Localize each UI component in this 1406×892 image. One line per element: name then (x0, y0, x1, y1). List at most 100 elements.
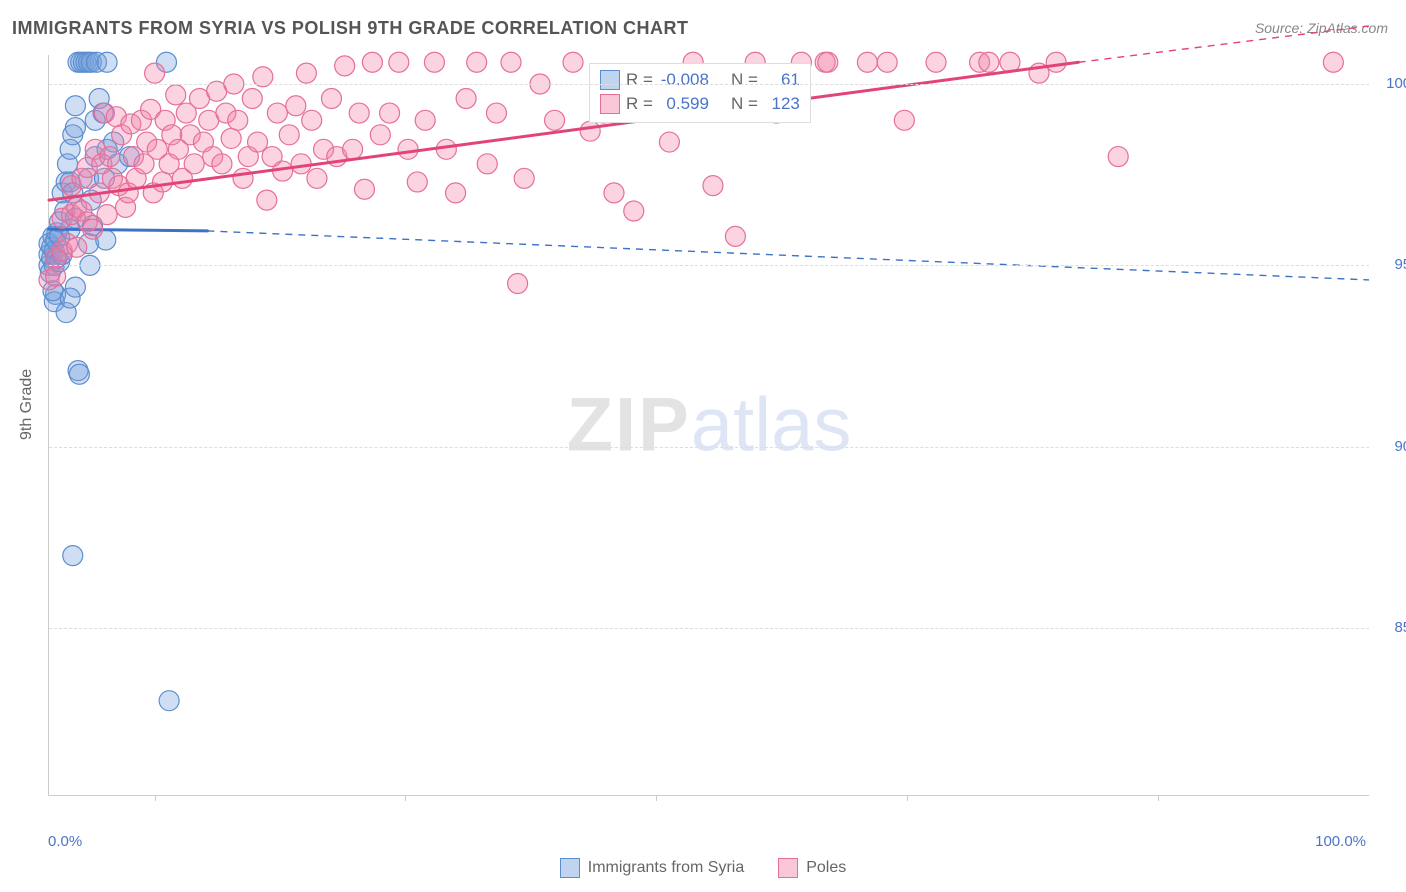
data-point-poles (370, 125, 390, 145)
data-point-poles (624, 201, 644, 221)
source-label: Source: ZipAtlas.com (1255, 20, 1388, 36)
legend-r-value: 0.599 (659, 94, 709, 114)
data-point-poles (307, 168, 327, 188)
data-point-poles (926, 52, 946, 72)
legend-row: R = 0.599 N = 123 (600, 92, 800, 116)
data-point-poles (1108, 147, 1128, 167)
data-point-poles (291, 154, 311, 174)
data-point-poles (335, 56, 355, 76)
data-point-syria (159, 691, 179, 711)
x-axis-max-label: 100.0% (1315, 833, 1366, 850)
data-point-poles (446, 183, 466, 203)
data-point-poles (894, 110, 914, 130)
data-point-poles (354, 179, 374, 199)
data-point-poles (46, 266, 66, 286)
data-point-syria (65, 118, 85, 138)
data-point-poles (242, 89, 262, 109)
data-point-poles (349, 103, 369, 123)
data-point-poles (486, 103, 506, 123)
data-point-poles (979, 52, 999, 72)
series-legend-label: Immigrants from Syria (588, 859, 744, 877)
data-point-poles (389, 52, 409, 72)
legend-n-label: N = (731, 94, 758, 114)
data-point-syria (69, 364, 89, 384)
data-point-syria (60, 288, 80, 308)
series-legend-label: Poles (806, 859, 846, 877)
data-point-poles (1046, 52, 1066, 72)
data-point-poles (153, 172, 173, 192)
data-point-poles (703, 176, 723, 196)
y-tick-label: 100.0% (1377, 75, 1406, 92)
x-tick-mark (405, 795, 406, 801)
data-point-poles (580, 121, 600, 141)
x-tick-mark (907, 795, 908, 801)
data-point-poles (184, 154, 204, 174)
data-point-poles (563, 52, 583, 72)
correlation-legend: R = -0.008 N = 61 R = 0.599 N = 123 (589, 63, 811, 123)
data-point-syria (65, 96, 85, 116)
data-point-poles (321, 89, 341, 109)
data-point-poles (279, 125, 299, 145)
x-tick-mark (1158, 795, 1159, 801)
gridline (49, 84, 1369, 85)
data-point-poles (545, 110, 565, 130)
y-tick-label: 90.0% (1377, 438, 1406, 455)
data-point-poles (67, 237, 87, 257)
legend-row: R = -0.008 N = 61 (600, 68, 800, 92)
y-tick-label: 85.0% (1377, 619, 1406, 636)
legend-r-label: R = (626, 94, 653, 114)
data-point-syria (97, 52, 117, 72)
x-tick-mark (656, 795, 657, 801)
legend-swatch (560, 858, 580, 878)
y-tick-label: 95.0% (1377, 256, 1406, 273)
legend-r-value: -0.008 (659, 70, 709, 90)
data-point-poles (424, 52, 444, 72)
data-point-poles (857, 52, 877, 72)
data-point-poles (233, 168, 253, 188)
legend-swatch (778, 858, 798, 878)
data-point-poles (100, 147, 120, 167)
data-point-poles (604, 183, 624, 203)
trend-line-dash-syria (207, 231, 1369, 280)
data-point-poles (725, 226, 745, 246)
data-point-poles (166, 85, 186, 105)
data-point-poles (508, 274, 528, 294)
y-axis-label: 9th Grade (18, 369, 36, 440)
data-point-poles (228, 110, 248, 130)
data-point-poles (286, 96, 306, 116)
data-point-poles (456, 89, 476, 109)
data-point-syria (63, 546, 83, 566)
data-point-poles (467, 52, 487, 72)
trend-line-syria (49, 229, 207, 231)
legend-r-label: R = (626, 70, 653, 90)
gridline (49, 628, 1369, 629)
data-point-poles (362, 52, 382, 72)
series-legend: Immigrants from Syria Poles (0, 858, 1406, 878)
data-point-poles (398, 139, 418, 159)
chart-svg (49, 55, 1369, 795)
data-point-poles (477, 154, 497, 174)
legend-n-value: 61 (764, 70, 800, 90)
data-point-poles (248, 132, 268, 152)
data-point-poles (407, 172, 427, 192)
data-point-poles (221, 128, 241, 148)
data-point-poles (380, 103, 400, 123)
data-point-poles (1323, 52, 1343, 72)
data-point-poles (302, 110, 322, 130)
legend-n-value: 123 (764, 94, 800, 114)
data-point-poles (501, 52, 521, 72)
series-legend-item: Immigrants from Syria (560, 858, 744, 878)
data-point-poles (145, 63, 165, 83)
data-point-poles (296, 63, 316, 83)
plot-area: ZIPatlas R =-0.008N =61R =0.599N =123 85… (48, 55, 1369, 796)
x-tick-mark (155, 795, 156, 801)
data-point-poles (212, 154, 232, 174)
chart-title: IMMIGRANTS FROM SYRIA VS POLISH 9TH GRAD… (12, 18, 689, 39)
gridline (49, 265, 1369, 266)
legend-n-label: N = (731, 70, 758, 90)
data-point-poles (659, 132, 679, 152)
data-point-poles (97, 205, 117, 225)
legend-swatch (600, 94, 620, 114)
data-point-poles (257, 190, 277, 210)
data-point-poles (818, 52, 838, 72)
